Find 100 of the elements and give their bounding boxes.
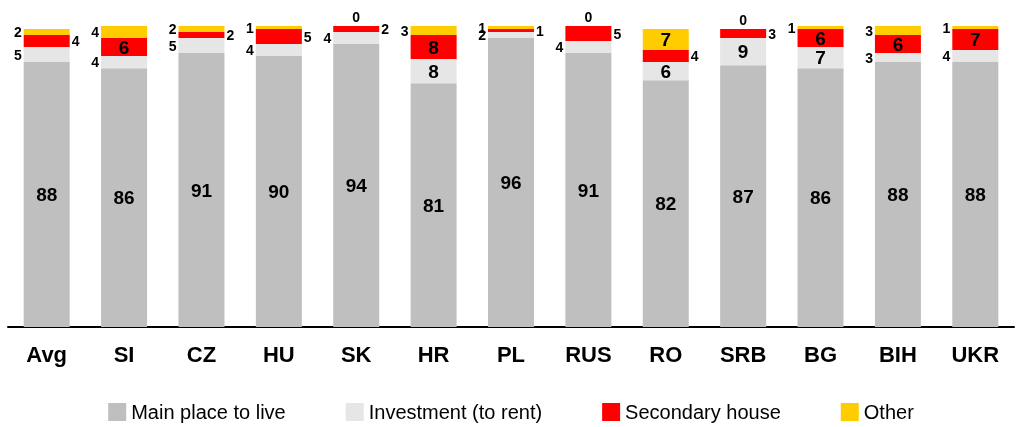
bar	[642, 50, 689, 63]
bar	[255, 29, 302, 45]
x-tick-label: CZ	[186, 341, 217, 367]
bar	[410, 35, 457, 60]
data-label: 5	[613, 25, 622, 42]
data-label: 1	[536, 22, 544, 39]
data-label: 3	[768, 25, 777, 42]
data-label: 2	[381, 21, 390, 38]
bar	[952, 29, 999, 51]
bar	[797, 68, 844, 327]
data-label: 0	[739, 12, 748, 29]
data-label: 1	[787, 19, 796, 36]
data-label: 4	[246, 42, 255, 59]
data-label: 0	[352, 9, 361, 25]
data-label: 5	[303, 28, 312, 45]
data-label: 86	[113, 187, 135, 209]
data-label: 4	[323, 30, 332, 47]
data-label: 7	[660, 29, 672, 51]
bar	[642, 29, 689, 51]
bar	[255, 26, 302, 30]
data-label: 2	[168, 21, 177, 38]
x-tick-label: BG	[804, 341, 838, 367]
bar	[952, 50, 999, 63]
x-tick-label: RO	[649, 341, 683, 367]
bar	[720, 38, 767, 66]
x-tick-label: HU	[262, 341, 295, 367]
legend-label: Main place to live	[131, 401, 286, 423]
bar	[488, 32, 534, 39]
x-tick-label: PL	[496, 341, 526, 367]
x-tick-label: UKR	[951, 341, 1000, 367]
data-label: 94	[345, 175, 368, 197]
data-label: 88	[887, 184, 909, 206]
data-label: 2	[226, 27, 235, 44]
data-label: 82	[655, 193, 677, 215]
bar	[178, 26, 225, 33]
data-label: 3	[400, 22, 409, 39]
data-label: 7	[970, 29, 981, 51]
x-tick-label: SRB	[719, 341, 767, 367]
legend-label: Secondary house	[625, 401, 781, 423]
data-label: 81	[423, 194, 445, 216]
bar	[333, 44, 380, 327]
bar	[178, 32, 225, 39]
bar	[23, 29, 70, 36]
data-label: 3	[865, 49, 874, 66]
bar	[952, 26, 999, 30]
bar	[720, 29, 767, 39]
data-label: 88	[36, 184, 58, 206]
bar	[797, 47, 844, 69]
x-tick-label: BIH	[878, 341, 917, 367]
data-label: 8	[428, 36, 439, 58]
data-label: 7	[815, 47, 826, 69]
bar	[565, 26, 612, 42]
data-label: 88	[964, 184, 986, 206]
legend-label: Investment (to rent)	[368, 401, 543, 423]
bar	[255, 44, 302, 57]
data-label: 4	[690, 48, 699, 65]
bar	[23, 47, 70, 63]
data-label: 96	[500, 172, 522, 194]
bar	[410, 83, 457, 327]
x-tick-label: Avg	[26, 341, 68, 367]
data-label: 91	[190, 179, 213, 201]
data-label: 1	[942, 19, 951, 36]
data-label: 3	[865, 22, 874, 39]
bar	[410, 59, 457, 84]
data-label: 5	[168, 37, 177, 54]
bar	[333, 32, 380, 45]
data-label: 6	[660, 60, 672, 82]
data-label: 1	[246, 19, 255, 36]
bar	[178, 53, 225, 327]
data-label: 8	[428, 60, 439, 82]
data-label: 6	[118, 36, 130, 58]
bar	[101, 68, 148, 327]
bar	[410, 26, 457, 36]
bar	[101, 56, 148, 69]
x-tick-label: SI	[113, 341, 135, 367]
bar	[333, 26, 380, 33]
data-label: 0	[584, 9, 593, 25]
bar	[488, 29, 534, 33]
bar	[178, 38, 225, 54]
bar	[874, 26, 921, 36]
bar	[720, 65, 767, 327]
bar	[488, 38, 534, 327]
data-label: 2	[13, 24, 22, 41]
bar	[642, 80, 689, 327]
data-label: 91	[577, 179, 600, 201]
bar	[255, 56, 302, 327]
bar	[874, 53, 921, 63]
x-tick-label: RUS	[565, 341, 612, 367]
data-label: 4	[91, 54, 100, 71]
x-tick-label: SK	[340, 341, 372, 367]
data-label: 6	[892, 33, 904, 55]
bar	[23, 62, 70, 327]
data-label: 86	[809, 187, 832, 209]
x-tick-label: HR	[417, 341, 450, 367]
data-label: 9	[737, 41, 749, 63]
bar	[101, 26, 148, 39]
data-label: 4	[942, 48, 951, 65]
data-label: 90	[268, 181, 290, 203]
data-label: 4	[71, 33, 80, 50]
bar	[23, 35, 70, 48]
